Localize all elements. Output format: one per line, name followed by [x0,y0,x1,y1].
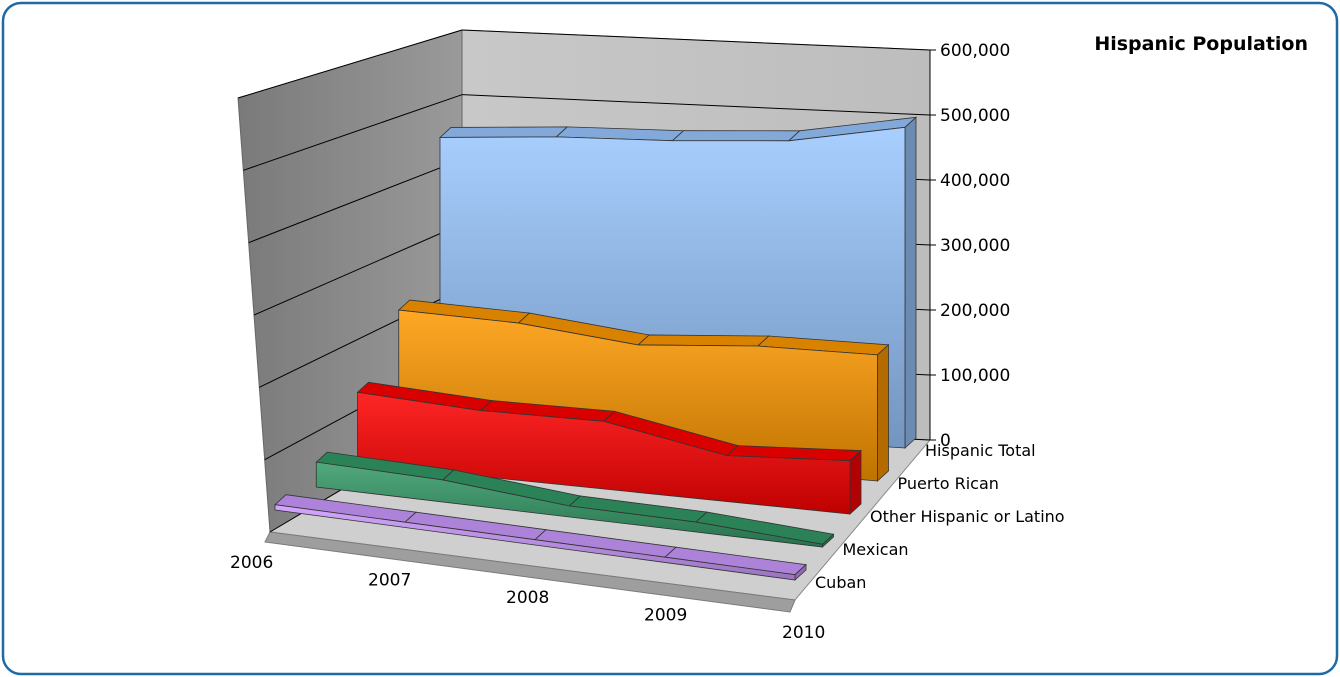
series-top-segment [671,130,801,142]
series-label: Cuban [815,573,866,592]
gridline-back [461,94,931,116]
series-area [315,461,823,548]
series-end-cap [877,343,889,482]
series-ribbon [356,381,862,515]
series-top-segment [637,334,770,347]
gridline-side [248,158,463,244]
series-label: Mexican [843,540,909,559]
floor-edge [264,531,796,613]
series-area [357,391,851,515]
x-tick-label: 2010 [782,623,825,643]
x-tick-label: 2008 [506,588,549,608]
y-tick-label: 0 [940,431,951,451]
y-tick-label: 400,000 [940,171,1010,191]
series-end-cap [849,449,862,515]
gridline-side [243,94,463,171]
y-tick-label: 300,000 [940,236,1010,256]
y-tick-label: 200,000 [940,301,1010,321]
y-tick-label: 100,000 [940,366,1010,386]
gridline-side [253,223,463,316]
y-tick-label: 600,000 [940,41,1010,61]
series-label: Other Hispanic or Latino [870,507,1065,526]
series-ribbon [274,494,807,581]
gridline-back [461,29,931,51]
series-area [274,504,796,581]
series-end-cap [904,116,917,449]
chart-title: Hispanic Population [1094,33,1308,55]
series-top-segment [438,126,569,138]
gridline-side [237,29,463,99]
series-ribbon [315,451,835,548]
x-tick-label: 2007 [368,571,411,591]
x-tick-label: 2006 [230,553,273,573]
y-tick-label: 500,000 [940,106,1010,126]
series-label: Hispanic Total [925,441,1036,460]
x-tick-label: 2009 [644,606,687,626]
series-label: Puerto Rican [898,474,999,493]
